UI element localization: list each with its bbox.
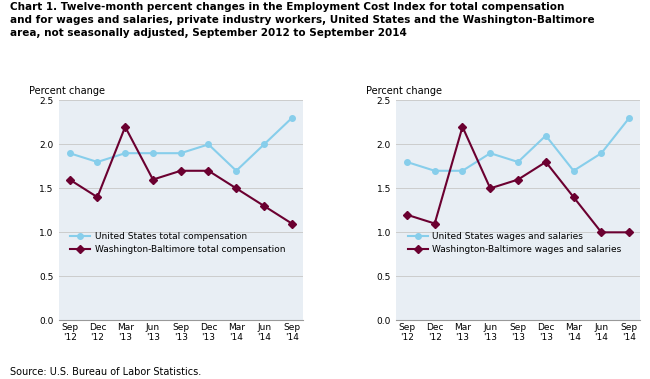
Washington-Baltimore total compensation bbox=[260, 204, 268, 208]
United States wages and salaries bbox=[486, 151, 494, 155]
Washington-Baltimore wages and salaries bbox=[431, 221, 439, 226]
Washington-Baltimore total compensation bbox=[66, 177, 73, 182]
United States total compensation bbox=[94, 160, 101, 164]
United States wages and salaries bbox=[514, 160, 522, 164]
Washington-Baltimore total compensation bbox=[149, 177, 157, 182]
Line: Washington-Baltimore wages and salaries: Washington-Baltimore wages and salaries bbox=[404, 124, 632, 235]
Washington-Baltimore total compensation bbox=[232, 186, 240, 191]
United States total compensation bbox=[177, 151, 185, 155]
United States total compensation bbox=[288, 116, 296, 120]
United States total compensation bbox=[66, 151, 73, 155]
Washington-Baltimore total compensation bbox=[205, 169, 213, 173]
Washington-Baltimore wages and salaries bbox=[542, 160, 550, 164]
Washington-Baltimore wages and salaries bbox=[514, 177, 522, 182]
Text: Source: U.S. Bureau of Labor Statistics.: Source: U.S. Bureau of Labor Statistics. bbox=[10, 367, 201, 377]
United States wages and salaries bbox=[569, 169, 577, 173]
Text: Chart 1. Twelve-month percent changes in the Employment Cost Index for total com: Chart 1. Twelve-month percent changes in… bbox=[10, 2, 594, 38]
Washington-Baltimore wages and salaries bbox=[597, 230, 605, 235]
United States wages and salaries bbox=[431, 169, 439, 173]
Washington-Baltimore wages and salaries bbox=[403, 213, 411, 217]
United States wages and salaries bbox=[597, 151, 605, 155]
United States wages and salaries bbox=[542, 133, 550, 138]
Washington-Baltimore total compensation bbox=[288, 221, 296, 226]
United States wages and salaries bbox=[459, 169, 467, 173]
United States total compensation bbox=[260, 142, 268, 147]
Washington-Baltimore wages and salaries bbox=[625, 230, 633, 235]
Legend: United States total compensation, Washington-Baltimore total compensation: United States total compensation, Washin… bbox=[70, 232, 285, 254]
United States wages and salaries bbox=[625, 116, 633, 120]
Line: United States total compensation: United States total compensation bbox=[67, 115, 294, 174]
Washington-Baltimore total compensation bbox=[122, 125, 129, 129]
United States total compensation bbox=[122, 151, 129, 155]
Washington-Baltimore wages and salaries bbox=[459, 125, 467, 129]
Washington-Baltimore total compensation bbox=[94, 195, 101, 199]
Washington-Baltimore wages and salaries bbox=[486, 186, 494, 191]
Line: United States wages and salaries: United States wages and salaries bbox=[404, 115, 632, 174]
United States total compensation bbox=[205, 142, 213, 147]
Washington-Baltimore total compensation bbox=[177, 169, 185, 173]
Text: Percent change: Percent change bbox=[367, 86, 443, 96]
Legend: United States wages and salaries, Washington-Baltimore wages and salaries: United States wages and salaries, Washin… bbox=[408, 232, 621, 254]
United States wages and salaries bbox=[403, 160, 411, 164]
United States total compensation bbox=[149, 151, 157, 155]
Washington-Baltimore wages and salaries bbox=[569, 195, 577, 199]
United States total compensation bbox=[232, 169, 240, 173]
Text: Percent change: Percent change bbox=[29, 86, 105, 96]
Line: Washington-Baltimore total compensation: Washington-Baltimore total compensation bbox=[67, 124, 294, 226]
